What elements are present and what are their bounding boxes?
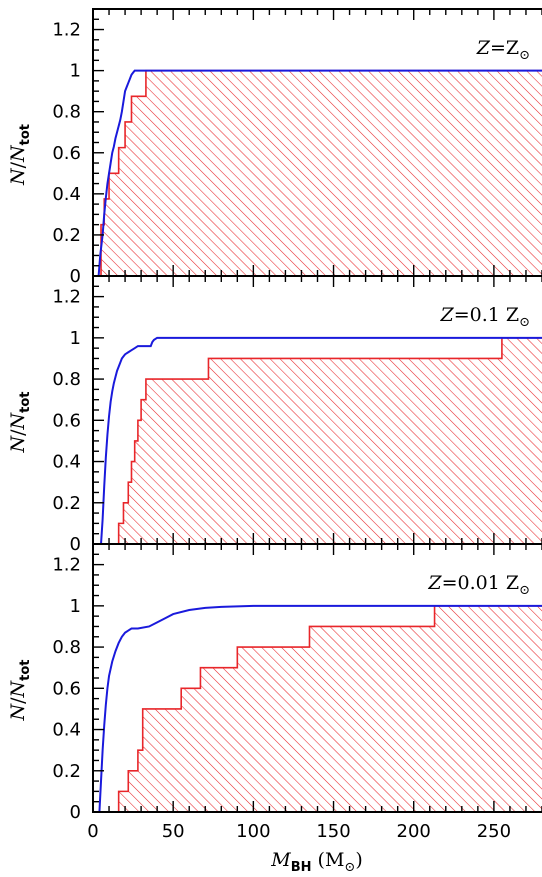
blue-cumulative-line bbox=[93, 336, 542, 544]
panel-metallicity-label: Z=0.1 Z⊙ bbox=[440, 304, 531, 330]
y-axis-label: N/Ntot bbox=[7, 124, 33, 186]
chart-panels: 0 0.2 0.4 0.6 0.8 1 1.2 N/Ntot Z=Z⊙ 0 0.2 0.4 0.6 0.8… bbox=[7, 8, 542, 842]
y-tick-label: 0.4 bbox=[52, 452, 81, 473]
y-tick-label: 0 bbox=[70, 802, 81, 823]
y-tick-label: 0.4 bbox=[52, 184, 81, 205]
red-series-group bbox=[93, 69, 542, 276]
panel-2: 0 0.2 0.4 0.6 0.8 1 1.2 0 50 100 150 200 250 N/Ntot Z=… bbox=[7, 543, 542, 842]
y-tick-label: 1.2 bbox=[52, 287, 81, 308]
blue-series-group bbox=[93, 69, 542, 276]
x-tick-label: 150 bbox=[316, 821, 350, 842]
chart-labels: MBH (M⊙) bbox=[270, 849, 363, 875]
y-tick-label: 0.2 bbox=[52, 225, 81, 246]
y-tick-label: 0.2 bbox=[52, 493, 81, 514]
y-tick-label: 0 bbox=[70, 534, 81, 555]
blue-cumulative-line bbox=[93, 69, 542, 276]
blue-series-group bbox=[93, 604, 542, 812]
red-hatch-area bbox=[93, 70, 542, 276]
y-tick-label: 0 bbox=[70, 266, 81, 287]
blue-series-group bbox=[93, 336, 542, 544]
y-tick-label: 1.2 bbox=[52, 555, 81, 576]
y-axis-label: N/Ntot bbox=[7, 659, 33, 721]
panel-metallicity-label: Z=Z⊙ bbox=[476, 37, 530, 63]
y-tick-label: 0.6 bbox=[52, 410, 81, 431]
x-tick-label: 100 bbox=[236, 821, 270, 842]
x-tick-label: 200 bbox=[397, 821, 431, 842]
y-axis-label: N/Ntot bbox=[7, 391, 33, 453]
y-tick-label: 1 bbox=[70, 328, 81, 349]
red-series-group bbox=[93, 605, 542, 812]
red-step-line bbox=[93, 337, 542, 544]
y-tick-label: 0.8 bbox=[52, 102, 81, 123]
x-axis-label: MBH (M⊙) bbox=[270, 849, 363, 875]
y-tick-label: 1.2 bbox=[52, 20, 81, 41]
panel-1: 0 0.2 0.4 0.6 0.8 1 1.2 N/Ntot Z=0.1 Z⊙ bbox=[7, 275, 542, 555]
red-step-line bbox=[93, 605, 542, 812]
y-tick-label: 1 bbox=[70, 61, 81, 82]
x-tick-label: 250 bbox=[477, 821, 511, 842]
y-tick-label: 1 bbox=[70, 596, 81, 617]
red-hatch-area bbox=[93, 605, 542, 812]
panel-0: 0 0.2 0.4 0.6 0.8 1 1.2 N/Ntot Z=Z⊙ bbox=[7, 8, 542, 287]
blue-cumulative-line bbox=[93, 604, 542, 812]
y-tick-label: 0.8 bbox=[52, 637, 81, 658]
y-tick-label: 0.8 bbox=[52, 369, 81, 390]
y-tick-label: 0.4 bbox=[52, 720, 81, 741]
panel-metallicity-label: Z=0.01 Z⊙ bbox=[427, 572, 530, 598]
x-tick-label: 0 bbox=[87, 821, 98, 842]
x-tick-label: 50 bbox=[162, 821, 185, 842]
y-tick-label: 0.6 bbox=[52, 678, 81, 699]
red-series-group bbox=[93, 337, 542, 544]
y-tick-label: 0.2 bbox=[52, 761, 81, 782]
red-hatch-area bbox=[93, 337, 542, 544]
y-tick-label: 0.6 bbox=[52, 143, 81, 164]
